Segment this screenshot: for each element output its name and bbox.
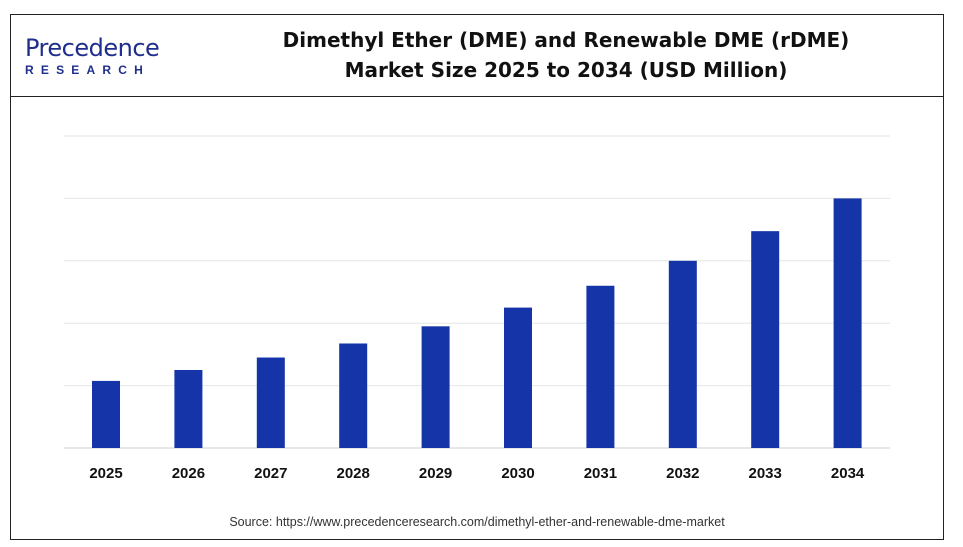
bar-2031 xyxy=(586,285,615,448)
x-tick-label: 2027 xyxy=(254,465,287,482)
chart-title-line2: Market Size 2025 to 2034 (USD Million) xyxy=(344,58,788,82)
x-tick-label: 2031 xyxy=(584,465,617,482)
bar-2030 xyxy=(504,307,532,448)
x-tick-label: 2032 xyxy=(666,465,699,482)
brand-logo: Precedence RESEARCH xyxy=(25,35,175,85)
bar-2026 xyxy=(174,370,203,448)
x-tick-label: 2034 xyxy=(831,465,865,482)
chart-title-line1: Dimethyl Ether (DME) and Renewable DME (… xyxy=(282,28,850,52)
bar-2033 xyxy=(751,231,780,448)
logo-wordmark: Precedence xyxy=(25,34,160,62)
bar-2027 xyxy=(256,357,285,448)
x-tick-label: 2026 xyxy=(172,465,205,482)
x-tick-label: 2025 xyxy=(89,465,122,482)
bar-2032 xyxy=(668,260,697,448)
bar-2034 xyxy=(833,198,862,448)
bar-2029 xyxy=(421,326,450,448)
x-tick-label: 2029 xyxy=(419,465,452,482)
chart-header: Precedence RESEARCH Dimethyl Ether (DME)… xyxy=(11,15,943,97)
bar-2025 xyxy=(92,380,120,448)
logo-subtitle: RESEARCH xyxy=(25,63,150,77)
chart-frame: Precedence RESEARCH Dimethyl Ether (DME)… xyxy=(10,14,944,540)
source-note: Source: https://www.precedenceresearch.c… xyxy=(229,515,725,529)
x-tick-label: 2033 xyxy=(749,465,782,482)
chart-title: Dimethyl Ether (DME) and Renewable DME (… xyxy=(201,25,931,85)
bar-2028 xyxy=(339,343,368,448)
x-tick-label: 2030 xyxy=(501,465,534,482)
x-tick-label: 2028 xyxy=(337,465,370,482)
